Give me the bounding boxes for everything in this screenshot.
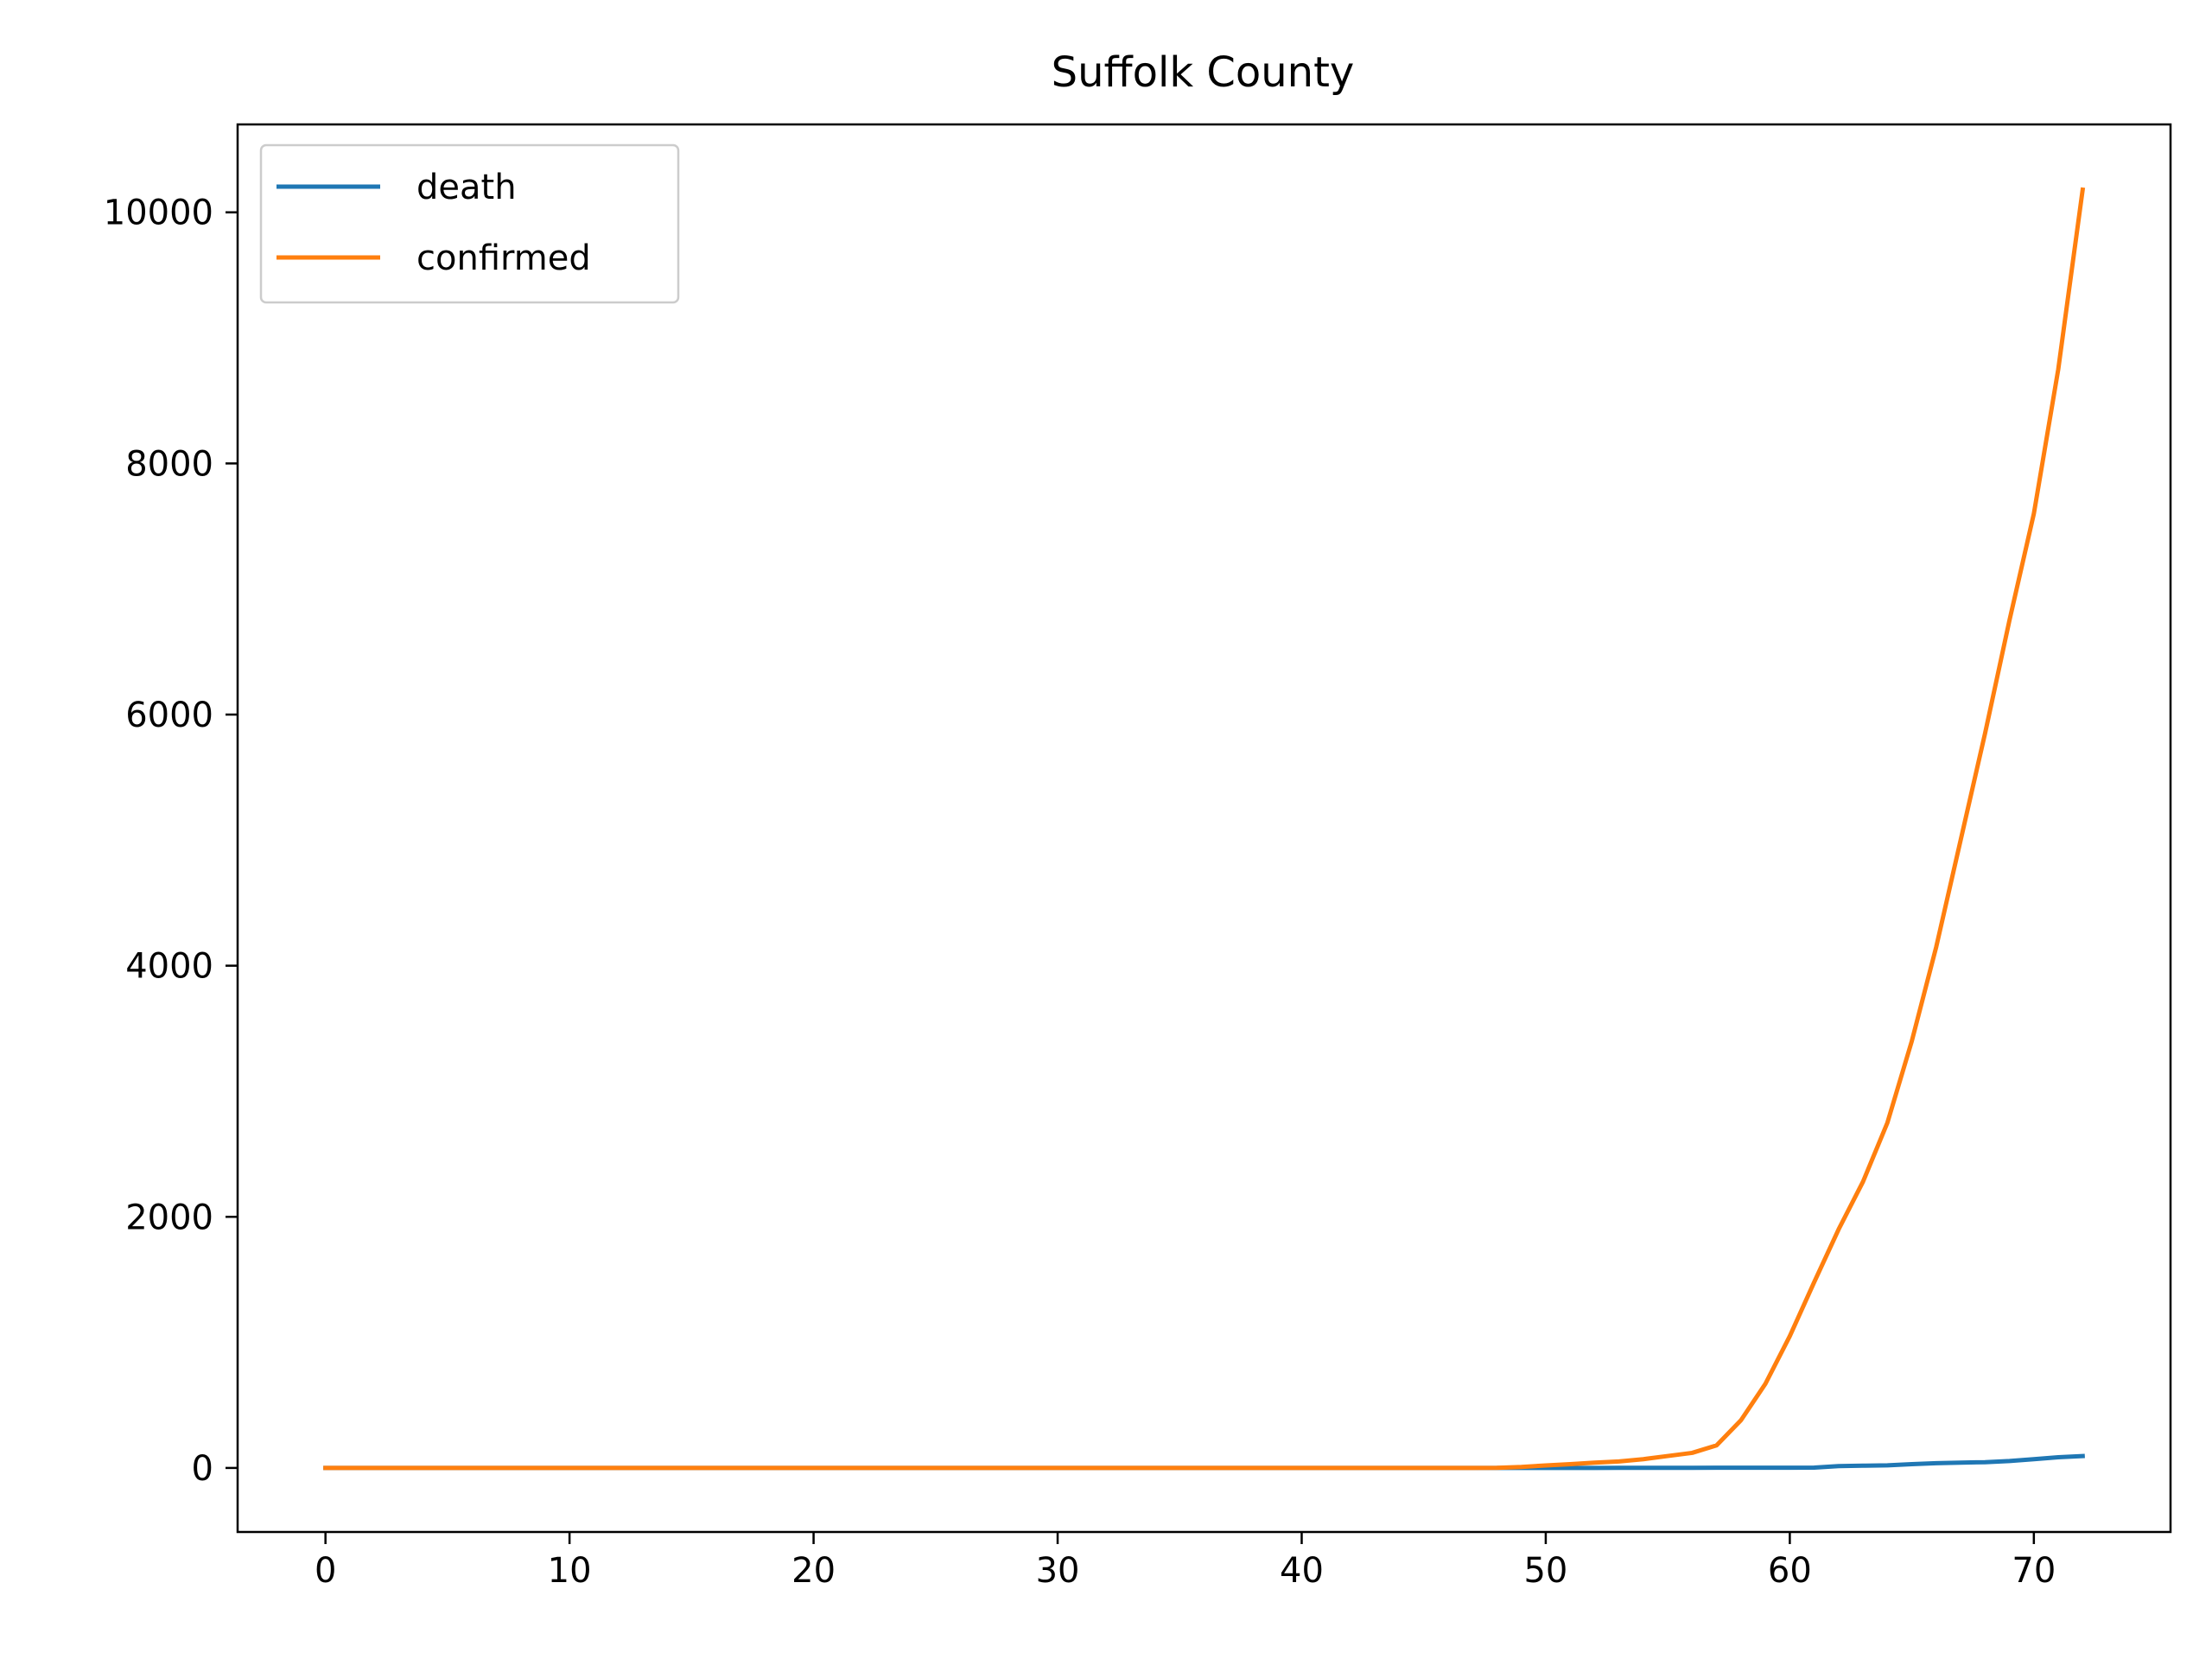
x-tick-label: 70 [2012,1551,2056,1591]
chart-title: Suffolk County [1052,48,1355,97]
legend: death confirmed [259,143,680,304]
series-line-confirmed [323,187,2086,1471]
x-tick-label: 0 [315,1551,336,1591]
y-tick-label: 4000 [125,947,213,987]
x-tick-label: 30 [1036,1551,1080,1591]
x-tick-label: 20 [791,1551,836,1591]
x-tick-label: 10 [548,1551,592,1591]
x-tick-label: 50 [1523,1551,1567,1591]
legend-label-confirmed: confirmed [416,238,591,278]
y-tick-label: 8000 [125,444,213,484]
x-tick-label: 60 [1768,1551,1812,1591]
plot-area [323,187,2086,1471]
y-tick-label: 0 [192,1449,213,1489]
axes-frame [236,123,2172,1534]
legend-label-death: death [416,168,517,207]
y-tick-label: 2000 [125,1198,213,1237]
axes: 0 10 20 30 40 50 60 70 0 2000 4000 6000 8000 10000 [104,123,2172,1591]
y-tick-label: 10000 [104,194,213,233]
y-tick-label: 6000 [125,696,213,735]
x-tick-label: 40 [1280,1551,1324,1591]
